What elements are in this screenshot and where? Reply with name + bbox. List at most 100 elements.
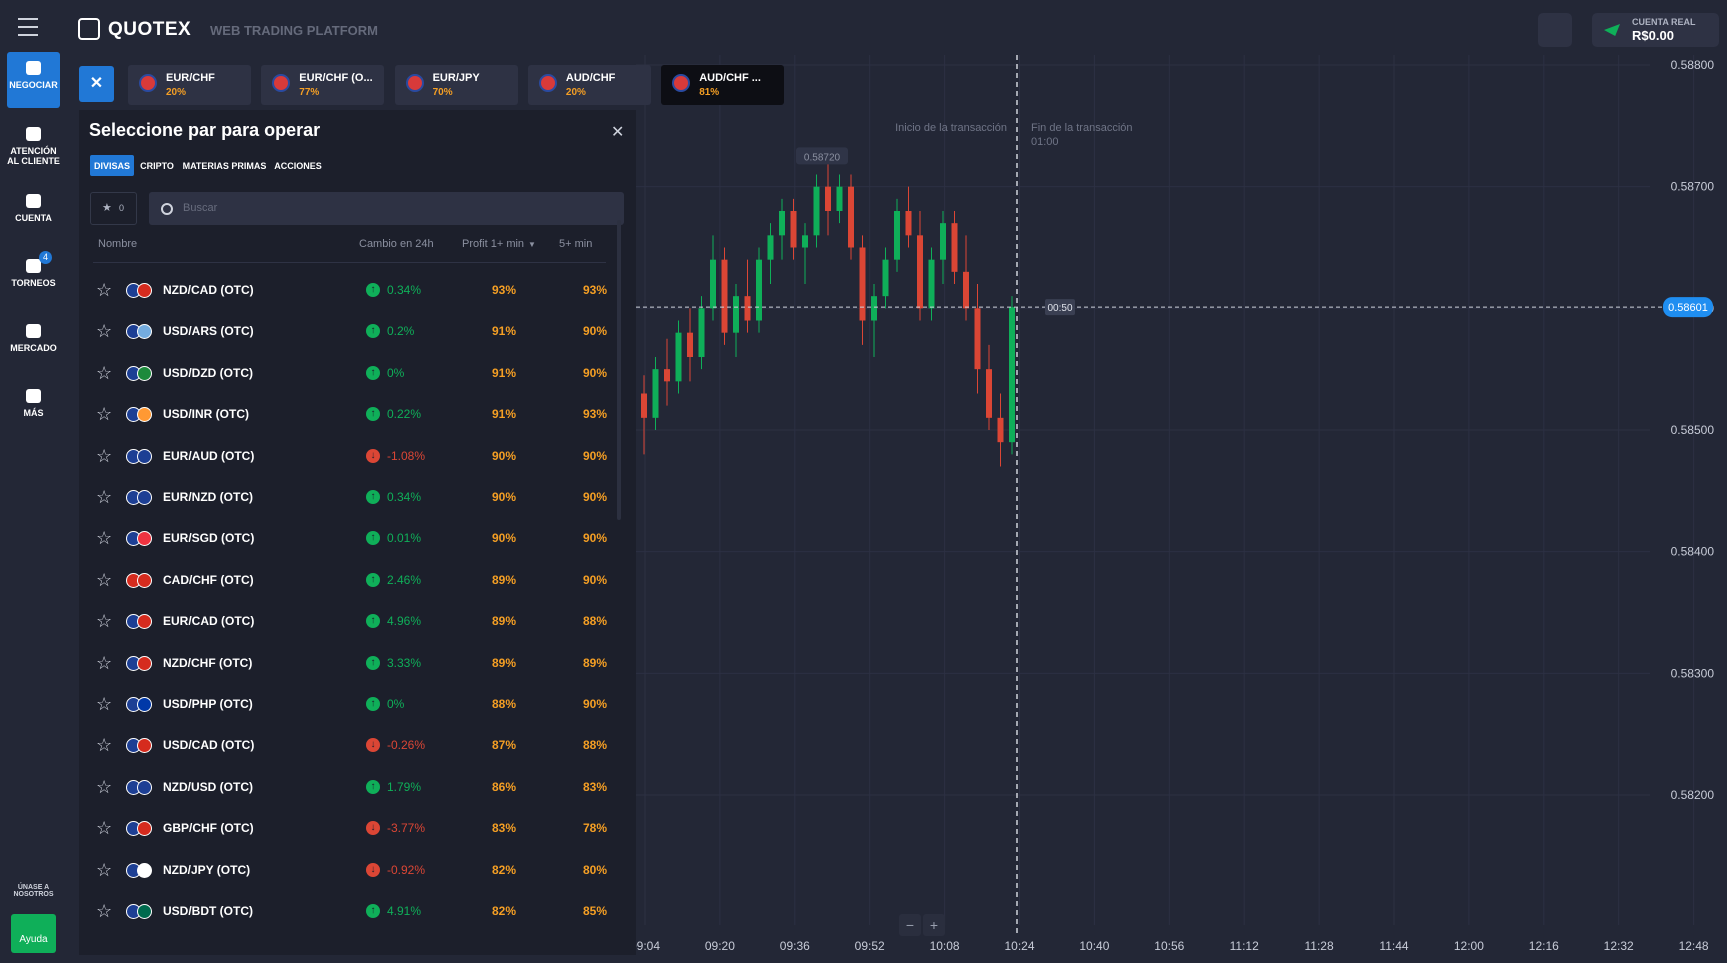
pair-row[interactable]: ☆ CAD/CHF (OTC) ↑ 2.46% 89% 90% <box>79 560 614 601</box>
flag <box>137 862 152 878</box>
favorite-star: ☆ <box>96 445 113 466</box>
pair-panel: Seleccione par para operar ✕ DIVISAS CRIPTO… <box>79 110 636 955</box>
asset-tab[interactable]: AUD/CHF 20% <box>527 65 651 105</box>
zoom-label: + <box>930 917 938 933</box>
pair-row[interactable]: ☆ USD/ARS (OTC) ↑ 0.2% 91% 90% <box>79 311 614 352</box>
category-label: MATERIAS PRIMAS <box>182 161 267 171</box>
high-tag <box>796 147 848 165</box>
sidebar-label: MERCADO <box>10 343 57 353</box>
notification-button[interactable] <box>1538 13 1572 47</box>
zoom-button[interactable] <box>899 914 921 936</box>
category-tab[interactable]: MATERIAS PRIMAS <box>180 155 269 176</box>
pair-row[interactable]: ☆ EUR/NZD (OTC) ↑ 0.34% 90% 90% <box>79 477 614 518</box>
time-label: 12:32 <box>1604 939 1634 953</box>
current-price-label: 0.58601 <box>1668 302 1708 314</box>
timer: 00:50 <box>1047 303 1072 314</box>
join-label[interactable]: ÚNASE A NOSOTROS <box>13 884 54 898</box>
pair-row[interactable]: ☆ USD/BDT (OTC) ↑ 4.91% 82% 85% <box>79 891 614 932</box>
pair-row[interactable]: ☆ USD/CAD (OTC) ↓ -0.26% 87% 88% <box>79 725 614 766</box>
asset-profit: 20% <box>565 87 586 98</box>
search-input[interactable]: Buscar <box>149 192 624 225</box>
pair-row[interactable]: ☆ EUR/SGD (OTC) ↑ 0.01% 90% 90% <box>79 518 614 559</box>
candle-body <box>779 211 785 236</box>
profit-1min: 90% <box>491 490 517 504</box>
candle-body <box>1009 307 1015 443</box>
zoom-button[interactable] <box>923 914 945 936</box>
category-tab[interactable]: DIVISAS <box>90 155 134 176</box>
category-tab[interactable]: CRIPTO <box>138 155 176 176</box>
favorite-star: ☆ <box>96 652 113 673</box>
sidebar-item[interactable]: MERCADO <box>7 315 60 371</box>
time-label: 11:12 <box>1230 939 1259 953</box>
asset-flag <box>672 74 691 92</box>
account-button[interactable]: CUENTA REAL R$0.00 <box>1592 13 1719 47</box>
asset-tab[interactable]: EUR/CHF 20% <box>128 65 251 105</box>
asset-tab[interactable]: EUR/JPY 70% <box>394 65 518 105</box>
menu-icon[interactable] <box>18 18 38 36</box>
pair-row[interactable]: ☆ EUR/AUD (OTC) ↓ -1.08% 90% 90% <box>79 436 614 477</box>
header-divider <box>93 262 606 263</box>
sidebar-icon <box>26 259 41 273</box>
sidebar-badge: 4 <box>39 251 52 264</box>
candle-body <box>710 259 716 309</box>
pair-row[interactable]: ☆ NZD/USD (OTC) ↑ 1.79% 86% 83% <box>79 767 614 808</box>
pair-name: USD/CAD (OTC) <box>163 738 255 753</box>
profit-1min: 89% <box>491 572 517 587</box>
trend-icon: ↑ <box>366 779 380 794</box>
time-label: 12:16 <box>1529 939 1559 953</box>
candle-body <box>848 186 854 248</box>
pair-row[interactable]: ☆ EUR/CAD (OTC) ↑ 4.96% 89% 88% <box>79 601 614 642</box>
candle-body <box>859 247 866 321</box>
change: 0.34% <box>387 283 422 297</box>
pair-row[interactable]: ☆ NZD/CAD (OTC) ↑ 0.34% 93% 93% <box>79 270 614 311</box>
price-label: 0.58200 <box>1671 788 1715 802</box>
profit-1min: 89% <box>491 655 517 670</box>
pair-row[interactable]: ☆ GBP/CHF (OTC) ↓ -3.77% 83% 78% <box>79 808 614 849</box>
pair-row[interactable]: ☆ USD/INR (OTC) ↑ 0.22% 91% 93% <box>79 394 614 435</box>
profit-1min: 82% <box>491 904 517 918</box>
favorite-star: ☆ <box>96 859 113 880</box>
asset-name: EUR/CHF (O... <box>299 72 373 84</box>
candle-body <box>894 211 900 260</box>
profit-5min: 78% <box>582 821 607 836</box>
profit-1min: 89% <box>491 614 517 629</box>
pair-row[interactable]: ☆ NZD/CHF (OTC) ↑ 3.33% 89% 89% <box>79 643 614 684</box>
candle-body <box>813 186 820 236</box>
column-header: Profit 1+ min <box>462 238 525 250</box>
sidebar-item[interactable]: CUENTA <box>7 185 60 241</box>
category-tab[interactable]: ACCIONES <box>273 155 323 176</box>
sidebar-item[interactable]: MÁS <box>7 380 60 436</box>
sidebar-item[interactable]: ATENCIÓN AL CLIENTE <box>7 118 60 174</box>
category-label: DIVISAS <box>93 161 130 171</box>
favorite-star: ☆ <box>96 569 113 590</box>
asset-tab[interactable]: EUR/CHF (O... 77% <box>261 65 385 105</box>
change: -0.26% <box>387 738 426 753</box>
sidebar-item[interactable]: NEGOCIAR <box>7 52 60 108</box>
profit-5min: 90% <box>582 572 607 587</box>
panel-close[interactable]: ✕ <box>611 124 625 141</box>
trend-icon: ↑ <box>366 407 380 422</box>
close-tabs-button[interactable]: ✕ <box>79 66 114 102</box>
scrollbar <box>617 220 621 520</box>
pair-row[interactable]: ☆ USD/PHP (OTC) ↑ 0% 88% 90% <box>79 684 614 725</box>
profit-5min: 85% <box>582 904 607 918</box>
profit-1min: 88% <box>491 697 517 711</box>
profit-5min: 83% <box>582 779 607 794</box>
price-label: 0.58500 <box>1671 423 1715 437</box>
favorites-filter[interactable]: 0 ★ <box>90 192 137 225</box>
pair-row[interactable]: ☆ USD/DZD (OTC) ↑ 0% 91% 90% <box>79 353 614 394</box>
candle-body <box>790 211 797 248</box>
pair-name: USD/PHP (OTC) <box>163 697 253 711</box>
favorite-star: ☆ <box>96 901 113 921</box>
current-price-tag <box>1663 297 1713 318</box>
pair-row[interactable]: ☆ NZD/JPY (OTC) ↓ -0.92% 82% 80% <box>79 850 614 891</box>
help-button[interactable]: Ayuda <box>11 914 56 953</box>
sidebar-label: ATENCIÓN AL CLIENTE <box>7 146 60 166</box>
asset-tab[interactable]: AUD/CHF ... 81% <box>661 65 785 105</box>
pair-name: EUR/AUD (OTC) <box>163 448 255 463</box>
favorite-star: ☆ <box>96 611 113 632</box>
change: -1.08% <box>387 448 426 463</box>
sidebar-item[interactable]: TORNEOS 4 <box>7 250 60 306</box>
change: 4.91% <box>387 904 422 918</box>
